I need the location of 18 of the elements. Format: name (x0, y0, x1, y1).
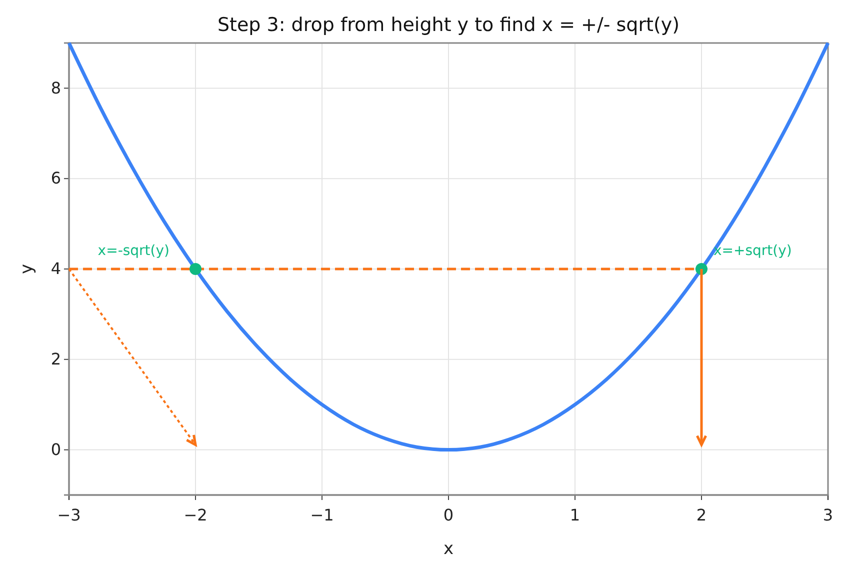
y-tick-label: 0 (50, 440, 61, 459)
x-tick-label: −1 (310, 506, 334, 525)
x-tick-label: −2 (184, 506, 208, 525)
x-tick-label: −3 (57, 506, 81, 525)
x-tick-label: 0 (443, 506, 454, 525)
annotation: x=-sqrt(y) (98, 243, 170, 259)
y-tick-label: 2 (50, 350, 61, 369)
x-axis-title: x (443, 539, 454, 559)
y-tick-label: 4 (50, 259, 61, 278)
y-tick-label: 6 (50, 168, 61, 188)
annotation: x=+sqrt(y) (714, 243, 792, 259)
y-tick-label: 8 (50, 78, 61, 98)
x-tick-label: 2 (696, 506, 707, 525)
line-series (67, 41, 830, 452)
x-tick-label: 3 (822, 506, 834, 525)
y-axis-title: y (17, 264, 37, 274)
chart-title: Step 3: drop from height y to find x = +/- sqrt(y) (217, 14, 680, 36)
x-tick-label: 1 (570, 506, 580, 525)
